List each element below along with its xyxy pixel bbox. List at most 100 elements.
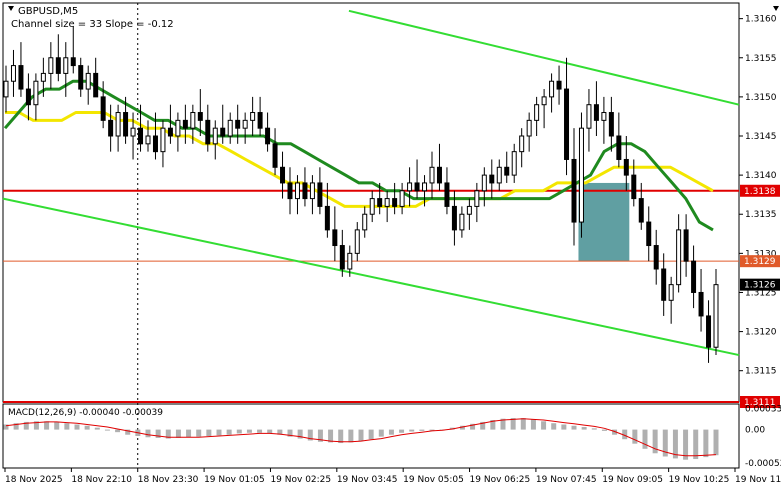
candle-body bbox=[339, 245, 345, 270]
candle bbox=[698, 269, 704, 332]
macd-label: MACD(12,26,9) -0.00040 -0.00039 bbox=[8, 408, 163, 418]
candle-body bbox=[399, 190, 405, 207]
candle-body bbox=[369, 198, 375, 215]
candle bbox=[362, 206, 368, 238]
y-tick-label: 1.3130 bbox=[745, 249, 777, 259]
candle-body bbox=[108, 119, 114, 137]
candle-body bbox=[265, 127, 271, 145]
candle bbox=[287, 167, 293, 215]
candle bbox=[414, 159, 420, 199]
candle bbox=[422, 175, 428, 207]
y-tick-label: 1.3115 bbox=[745, 367, 777, 377]
levels-layer bbox=[3, 189, 739, 403]
macd-histogram-bar bbox=[267, 429, 273, 434]
x-tick-label: 19 Nov 09:05 bbox=[602, 475, 663, 485]
macd-histogram-bar bbox=[216, 429, 222, 436]
macd-histogram-bar bbox=[632, 429, 638, 444]
macd-histogram-bar bbox=[601, 429, 607, 431]
macd-histogram-bar bbox=[257, 429, 263, 433]
candle bbox=[511, 143, 517, 183]
macd-histogram-bar bbox=[530, 419, 536, 430]
macd-histogram-bar bbox=[591, 428, 597, 430]
candle-body bbox=[466, 205, 472, 215]
ma-fast-line bbox=[3, 79, 714, 232]
x-tick-label: 19 Nov 07:45 bbox=[536, 475, 597, 485]
x-tick-label: 19 Nov 03:45 bbox=[337, 475, 398, 485]
candle bbox=[534, 96, 540, 136]
candle bbox=[481, 167, 487, 207]
candle-body bbox=[578, 127, 584, 223]
candle-body bbox=[496, 166, 502, 184]
macd-histogram-bar bbox=[388, 429, 394, 435]
candle bbox=[474, 182, 480, 223]
candle-body bbox=[123, 112, 129, 137]
candle-body bbox=[250, 112, 256, 121]
candle bbox=[55, 34, 61, 82]
candle bbox=[280, 151, 286, 199]
candle bbox=[526, 112, 532, 152]
candle-body bbox=[489, 174, 495, 184]
macd-histogram-bar bbox=[287, 429, 293, 437]
candle-body bbox=[347, 252, 353, 270]
macd-histogram-bar bbox=[246, 429, 252, 433]
candle-body bbox=[227, 119, 233, 137]
level-price-label: 1.3138 bbox=[744, 187, 776, 197]
macd-histogram-bar bbox=[561, 424, 567, 430]
candle bbox=[257, 96, 263, 136]
candle bbox=[339, 229, 345, 277]
channel-layer bbox=[2, 9, 740, 357]
macd-histogram-bar bbox=[459, 425, 465, 430]
candle bbox=[354, 222, 360, 262]
candle bbox=[40, 57, 46, 97]
candle-body bbox=[18, 65, 24, 90]
y-tick-label: 1.3135 bbox=[745, 210, 777, 220]
candle-body bbox=[541, 96, 547, 106]
candle bbox=[459, 206, 465, 238]
candle-body bbox=[519, 135, 525, 153]
candle bbox=[564, 57, 570, 176]
candle-body bbox=[25, 88, 31, 106]
x-tick-label: 19 Nov 02:25 bbox=[270, 475, 331, 485]
scale-toggle-icon[interactable] bbox=[773, 6, 779, 11]
candle-body bbox=[354, 229, 360, 254]
candle bbox=[347, 245, 353, 277]
macd-histogram-bar bbox=[84, 425, 90, 430]
macd-histogram-bar bbox=[399, 429, 405, 433]
candle-body bbox=[564, 88, 570, 160]
candle bbox=[466, 198, 472, 230]
candle-body bbox=[593, 104, 599, 121]
candle-body bbox=[272, 143, 278, 168]
level-price-tag bbox=[740, 255, 780, 268]
candle bbox=[272, 128, 278, 176]
moving-averages-layer bbox=[3, 79, 714, 232]
y-tick-label: 1.3160 bbox=[745, 15, 777, 25]
candle-body bbox=[242, 119, 248, 129]
x-tick-label: 19 Nov 10:25 bbox=[669, 475, 730, 485]
candle-body bbox=[668, 284, 674, 301]
candle bbox=[160, 120, 166, 168]
candle-body bbox=[713, 284, 719, 348]
axes-layer: 1.3160 1.3155 1.3150 1.3145 1.3140 1.3135 1.31… bbox=[4, 15, 781, 485]
macd-histogram-bar bbox=[429, 429, 435, 431]
candle bbox=[70, 26, 76, 74]
x-tick-label: 18 Nov 23:30 bbox=[138, 475, 199, 485]
macd-histogram-bar bbox=[358, 429, 364, 442]
candle-body bbox=[48, 57, 54, 74]
macd-histogram-bar bbox=[409, 429, 415, 432]
candle bbox=[691, 245, 697, 309]
candle-body bbox=[33, 80, 39, 106]
macd-layer bbox=[3, 418, 719, 460]
macd-histogram-bar bbox=[672, 429, 678, 459]
chart-menu-triangle-icon[interactable] bbox=[8, 6, 14, 11]
macd-histogram-bar bbox=[713, 429, 719, 456]
candle bbox=[250, 96, 256, 136]
candle-body bbox=[115, 112, 121, 137]
y-tick-label: 1.3145 bbox=[745, 132, 777, 142]
candle-body bbox=[534, 104, 540, 121]
macd-tick-label: -0.00052 bbox=[745, 459, 781, 469]
candle-body bbox=[85, 72, 91, 90]
candle bbox=[646, 206, 652, 262]
candle bbox=[496, 159, 502, 191]
candle-body bbox=[235, 119, 241, 129]
candle-body bbox=[100, 96, 106, 121]
